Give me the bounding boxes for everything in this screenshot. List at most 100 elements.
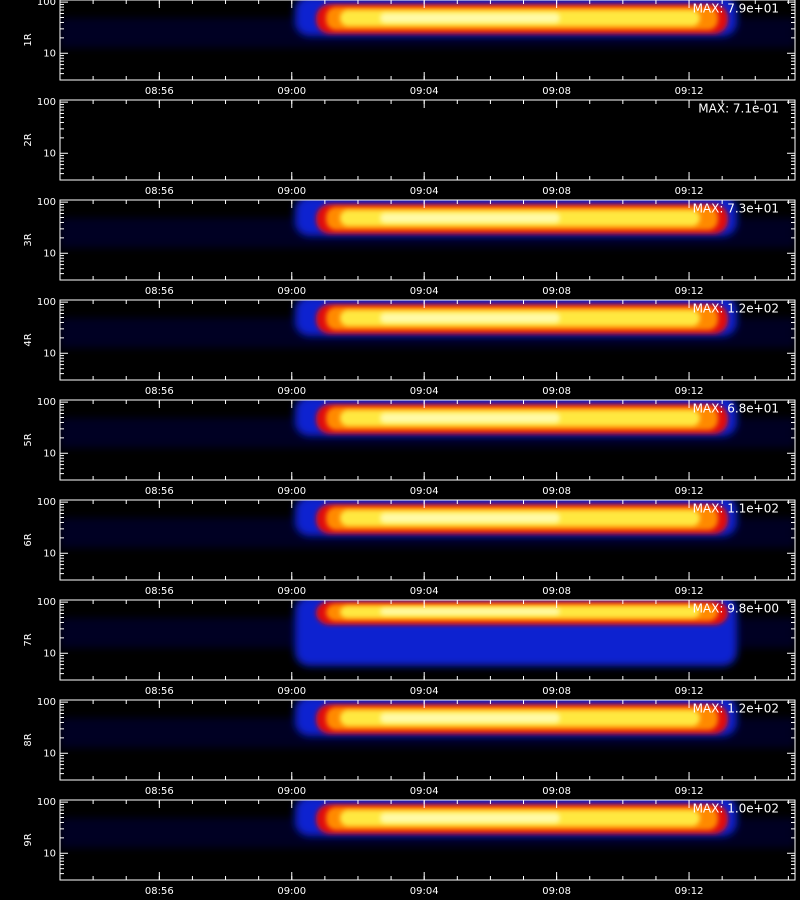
x-tick-label: 09:08 xyxy=(542,786,571,797)
y-tick-label: 100 xyxy=(37,597,56,608)
x-tick-label: 09:00 xyxy=(277,786,306,797)
y-tick-label: 10 xyxy=(43,48,56,59)
x-tick-label: 09:00 xyxy=(277,686,306,697)
plot-frame xyxy=(59,699,796,781)
x-tick-label: 09:12 xyxy=(675,386,704,397)
x-tick-label: 09:00 xyxy=(277,886,306,897)
y-tick-label: 10 xyxy=(43,848,56,859)
x-tick-label: 09:00 xyxy=(277,486,306,497)
max-annotation: MAX: 9.8e+00 xyxy=(693,602,779,616)
x-tick-label: 08:56 xyxy=(145,186,174,197)
x-tick-label: 09:04 xyxy=(410,386,439,397)
plot-frame xyxy=(59,499,796,581)
y-tick-label: 10 xyxy=(43,348,56,359)
spectrogram xyxy=(60,0,795,48)
spectrogram xyxy=(60,300,795,348)
x-tick-label: 09:00 xyxy=(277,186,306,197)
x-tick-label: 09:08 xyxy=(542,486,571,497)
x-tick-label: 09:04 xyxy=(410,886,439,897)
x-tick-label: 09:04 xyxy=(410,486,439,497)
spectrogram xyxy=(60,500,795,548)
plot-frame xyxy=(59,799,796,881)
y-tick-label: 100 xyxy=(37,497,56,508)
x-tick-label: 09:00 xyxy=(277,586,306,597)
max-annotation: MAX: 1.2e+02 xyxy=(693,702,779,716)
band-core xyxy=(380,313,560,323)
spectrogram xyxy=(60,800,795,848)
plot-frame xyxy=(59,299,796,381)
y-tick-label: 100 xyxy=(37,0,56,8)
band-core xyxy=(380,713,560,723)
y-tick-label: 100 xyxy=(37,697,56,708)
x-tick-label: 09:04 xyxy=(410,86,439,97)
spectrogram xyxy=(60,600,795,666)
x-tick-label: 09:12 xyxy=(675,486,704,497)
max-annotation: MAX: 7.9e+01 xyxy=(693,2,779,16)
x-tick-label: 08:56 xyxy=(145,486,174,497)
x-tick-label: 09:08 xyxy=(542,186,571,197)
x-tick-label: 09:08 xyxy=(542,686,571,697)
y-axis-label: 5R xyxy=(23,433,34,446)
band-core xyxy=(380,513,560,523)
y-tick-label: 10 xyxy=(43,548,56,559)
spectrogram xyxy=(60,400,795,448)
x-tick-label: 09:04 xyxy=(410,586,439,597)
max-annotation: MAX: 1.1e+02 xyxy=(693,502,779,516)
x-tick-label: 09:04 xyxy=(410,186,439,197)
y-tick-label: 10 xyxy=(43,448,56,459)
max-annotation: MAX: 7.3e+01 xyxy=(693,202,779,216)
y-axis-label: 8R xyxy=(23,733,34,746)
band-core xyxy=(380,813,560,823)
y-axis-label: 2R xyxy=(23,133,34,146)
band-core xyxy=(380,413,560,423)
x-tick-label: 08:56 xyxy=(145,86,174,97)
plot-frame xyxy=(59,199,796,281)
spectrogram xyxy=(60,700,795,748)
y-tick-label: 100 xyxy=(37,97,56,108)
x-tick-label: 09:12 xyxy=(675,586,704,597)
x-tick-label: 09:08 xyxy=(542,586,571,597)
y-tick-label: 100 xyxy=(37,397,56,408)
plot-frame xyxy=(59,599,796,681)
spectrogram xyxy=(60,200,795,248)
x-tick-label: 08:56 xyxy=(145,586,174,597)
y-axis-label: 3R xyxy=(23,233,34,246)
band-core xyxy=(380,608,560,615)
x-tick-label: 09:12 xyxy=(675,186,704,197)
y-tick-label: 100 xyxy=(37,797,56,808)
x-tick-label: 09:00 xyxy=(277,386,306,397)
y-tick-label: 10 xyxy=(43,648,56,659)
y-axis-label: 6R xyxy=(23,533,34,546)
x-tick-label: 09:00 xyxy=(277,86,306,97)
x-tick-label: 08:56 xyxy=(145,686,174,697)
max-annotation: MAX: 6.8e+01 xyxy=(693,402,779,416)
y-tick-label: 100 xyxy=(37,197,56,208)
plot-frame xyxy=(59,0,796,81)
x-tick-label: 09:08 xyxy=(542,286,571,297)
x-tick-label: 09:04 xyxy=(410,686,439,697)
plot-frame xyxy=(59,99,796,181)
x-tick-label: 08:56 xyxy=(145,386,174,397)
y-tick-label: 100 xyxy=(37,297,56,308)
x-tick-label: 09:08 xyxy=(542,386,571,397)
x-tick-label: 09:12 xyxy=(675,286,704,297)
x-tick-label: 09:00 xyxy=(277,286,306,297)
max-annotation: MAX: 7.1e-01 xyxy=(698,102,779,116)
y-tick-label: 10 xyxy=(43,148,56,159)
x-tick-label: 09:04 xyxy=(410,286,439,297)
x-tick-label: 09:12 xyxy=(675,86,704,97)
x-tick-label: 09:08 xyxy=(542,886,571,897)
x-tick-label: 09:12 xyxy=(675,686,704,697)
x-tick-label: 09:12 xyxy=(675,786,704,797)
band-core xyxy=(380,13,560,23)
y-axis-label: 4R xyxy=(23,333,34,346)
max-annotation: MAX: 1.0e+02 xyxy=(693,802,779,816)
max-annotation: MAX: 1.2e+02 xyxy=(693,302,779,316)
x-tick-label: 08:56 xyxy=(145,286,174,297)
band-core xyxy=(380,213,560,223)
x-tick-label: 08:56 xyxy=(145,886,174,897)
y-axis-label: 7R xyxy=(23,633,34,646)
y-axis-label: 1R xyxy=(23,33,34,46)
